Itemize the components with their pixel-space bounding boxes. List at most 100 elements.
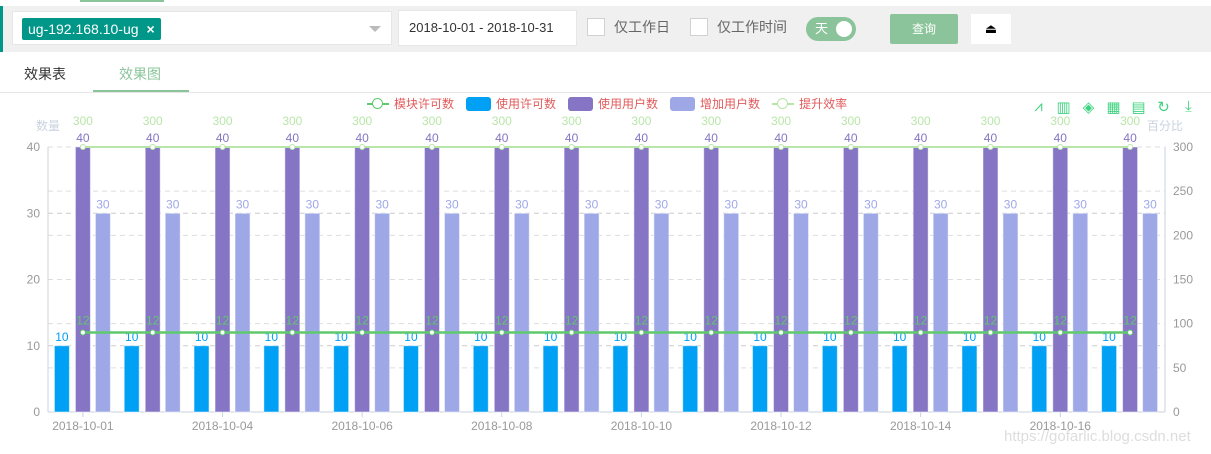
- efficiency-value-label: 300: [73, 114, 93, 128]
- module-point: [289, 329, 296, 336]
- efficiency-point: [428, 144, 435, 150]
- bar-value-label: 40: [495, 131, 509, 145]
- bar-使用许可数: [1101, 345, 1118, 413]
- chart-toolbox: ⩘ ▥ ◈ ▦ ▤ ↻ ⤓: [1030, 98, 1197, 116]
- y-right-tick-label: 200: [1173, 228, 1193, 242]
- tab-effect-chart[interactable]: 效果图: [119, 66, 161, 82]
- bar-使用许可数: [263, 345, 280, 413]
- bar-使用用户数: [74, 146, 91, 413]
- module-value-label: 12: [914, 314, 928, 328]
- efficiency-value-label: 300: [911, 114, 931, 128]
- line-icon[interactable]: ⩘: [1034, 98, 1043, 115]
- bar-value-label: 40: [705, 131, 719, 145]
- efficiency-point: [498, 144, 505, 150]
- efficiency-point: [1057, 144, 1064, 150]
- bar-value-label: 40: [1123, 131, 1137, 145]
- efficiency-point: [1127, 144, 1134, 150]
- x-tick-label: 2018-10-06: [331, 419, 393, 433]
- bar-value-label: 40: [984, 131, 998, 145]
- bar-增加用户数: [164, 212, 181, 413]
- efficiency-value-label: 300: [1050, 114, 1070, 128]
- bar-增加用户数: [94, 212, 111, 413]
- remove-tag-icon[interactable]: ×: [146, 21, 155, 37]
- module-point: [987, 329, 994, 336]
- data-view-icon[interactable]: ▤: [1131, 99, 1146, 116]
- efficiency-value-label: 300: [352, 114, 372, 128]
- granularity-toggle[interactable]: 天: [806, 17, 856, 41]
- bar-使用许可数: [682, 345, 699, 413]
- bar-value-label: 30: [96, 197, 110, 211]
- bar-使用用户数: [703, 146, 720, 413]
- bar-icon[interactable]: ▥: [1056, 99, 1071, 116]
- bar-增加用户数: [443, 212, 460, 413]
- bar-value-label: 40: [146, 131, 160, 145]
- efficiency-point: [149, 144, 156, 150]
- bar-使用许可数: [821, 345, 838, 413]
- bar-使用用户数: [563, 146, 580, 413]
- module-point: [638, 329, 645, 336]
- legend-used-users[interactable]: 使用用户数: [568, 95, 658, 112]
- module-value-label: 12: [425, 314, 439, 328]
- bar-增加用户数: [1002, 212, 1019, 413]
- chart-legend: 模块许可数 使用许可数 使用用户数 增加用户数 提升效率: [367, 95, 855, 112]
- y-tick-label: 30: [27, 206, 41, 220]
- bar-使用许可数: [542, 345, 559, 413]
- tab-effect-table[interactable]: 效果表: [24, 66, 66, 82]
- stack-icon[interactable]: ◈: [1082, 99, 1095, 116]
- module-point: [79, 329, 86, 336]
- module-point: [708, 329, 715, 336]
- module-value-label: 12: [774, 314, 788, 328]
- module-point: [917, 329, 924, 336]
- bar-value-label: 40: [844, 131, 858, 145]
- bar-使用许可数: [612, 345, 629, 413]
- legend-added-users[interactable]: 增加用户数: [670, 95, 760, 112]
- legend-used-license[interactable]: 使用许可数: [466, 95, 556, 112]
- query-button[interactable]: 查询: [890, 14, 958, 44]
- bar-使用许可数: [1031, 345, 1048, 413]
- bar-value-label: 40: [216, 131, 230, 145]
- host-select[interactable]: ug-192.168.10-ug ×: [12, 11, 392, 45]
- module-value-label: 12: [76, 314, 90, 328]
- workday-label: 仅工作日: [614, 19, 670, 35]
- bar-value-label: 30: [934, 197, 948, 211]
- bar-使用用户数: [284, 146, 301, 413]
- module-value-label: 12: [565, 314, 579, 328]
- y-right-axis-title: 百分比: [1147, 119, 1183, 133]
- bar-value-label: 30: [445, 197, 459, 211]
- save-image-icon[interactable]: ⤓: [1185, 98, 1192, 115]
- y-tick-label: 10: [27, 339, 41, 353]
- bar-增加用户数: [862, 212, 879, 413]
- x-tick-label: 2018-10-08: [471, 419, 533, 433]
- efficiency-value-label: 300: [562, 114, 582, 128]
- module-value-label: 12: [635, 314, 649, 328]
- bar-使用许可数: [402, 345, 419, 413]
- legend-efficiency[interactable]: 提升效率: [772, 95, 847, 112]
- bar-value-label: 40: [565, 131, 579, 145]
- restore-icon[interactable]: ↻: [1157, 99, 1170, 116]
- date-range-input[interactable]: 2018-10-01 - 2018-10-31: [398, 10, 577, 46]
- chevron-down-icon[interactable]: [369, 26, 381, 38]
- y-right-tick-label: 50: [1173, 361, 1187, 375]
- efficiency-point: [987, 144, 994, 150]
- efficiency-point: [289, 144, 296, 150]
- tiled-icon[interactable]: ▦: [1106, 99, 1121, 116]
- bar-value-label: 30: [166, 197, 180, 211]
- bar-增加用户数: [793, 212, 810, 413]
- workday-checkbox[interactable]: [587, 18, 605, 36]
- worktime-checkbox[interactable]: [690, 18, 708, 36]
- y-tick-label: 0: [33, 405, 40, 419]
- bar-使用许可数: [193, 345, 210, 413]
- efficiency-value-label: 300: [213, 114, 233, 128]
- bar-value-label: 30: [515, 197, 529, 211]
- x-tick-label: 2018-10-04: [192, 419, 254, 433]
- export-button[interactable]: ⏏: [971, 14, 1011, 44]
- module-value-label: 12: [1054, 314, 1068, 328]
- y-right-tick-label: 150: [1173, 273, 1193, 287]
- legend-module[interactable]: 模块许可数: [367, 95, 454, 112]
- x-tick-label: 2018-10-10: [611, 419, 673, 433]
- x-tick-label: 2018-10-14: [890, 419, 952, 433]
- module-value-label: 12: [1123, 314, 1137, 328]
- bar-swatch: [568, 96, 594, 111]
- bar-value-label: 30: [655, 197, 669, 211]
